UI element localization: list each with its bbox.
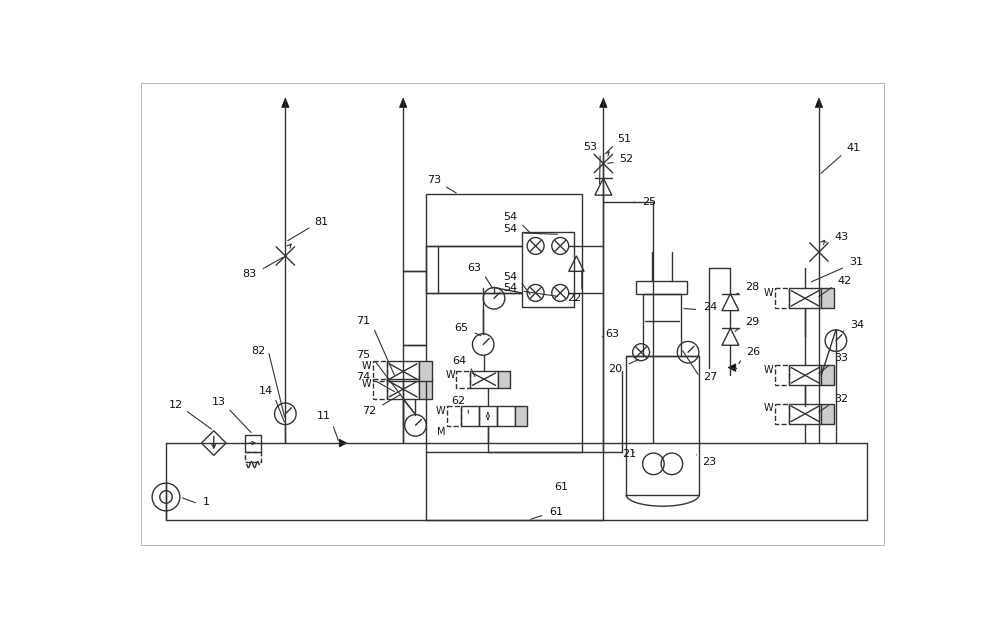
Text: 82: 82: [251, 346, 266, 356]
Text: 72: 72: [362, 406, 376, 416]
Bar: [821, 404, 834, 424]
Bar: [245, 434, 261, 451]
Bar: [419, 379, 432, 399]
Text: 53: 53: [583, 142, 597, 152]
Text: 22: 22: [567, 292, 581, 302]
Bar: [515, 406, 527, 426]
Text: 75: 75: [356, 349, 370, 359]
Text: 64: 64: [452, 356, 466, 366]
Polygon shape: [815, 98, 823, 107]
Text: 54: 54: [503, 272, 517, 282]
Bar: [470, 371, 498, 388]
Text: 42: 42: [837, 276, 851, 286]
Bar: [373, 379, 387, 399]
Text: 29: 29: [746, 317, 760, 327]
Text: 34: 34: [850, 320, 865, 330]
Text: 61: 61: [554, 482, 568, 492]
Text: 20: 20: [608, 364, 622, 374]
Bar: [426, 194, 582, 452]
Bar: [789, 288, 821, 308]
Text: 14: 14: [259, 386, 273, 396]
Text: 54: 54: [503, 213, 517, 222]
Text: 73: 73: [427, 175, 441, 185]
Bar: [789, 365, 821, 385]
Bar: [497, 406, 515, 426]
Text: 62: 62: [451, 396, 465, 406]
Text: 28: 28: [746, 282, 760, 292]
Polygon shape: [339, 439, 347, 447]
Text: W: W: [445, 370, 455, 380]
Bar: [387, 361, 419, 381]
Bar: [387, 379, 419, 399]
Text: 41: 41: [847, 143, 861, 153]
Bar: [245, 451, 261, 461]
Bar: [775, 288, 789, 308]
Bar: [821, 365, 834, 385]
Text: 54: 54: [503, 283, 517, 293]
Text: W: W: [436, 406, 446, 416]
Text: 63: 63: [467, 263, 481, 273]
Text: W: W: [362, 379, 372, 389]
Text: 74: 74: [356, 372, 370, 382]
Text: W: W: [764, 403, 774, 413]
Bar: [821, 288, 834, 308]
Bar: [447, 406, 461, 426]
Bar: [636, 281, 687, 294]
Text: 25: 25: [642, 197, 656, 207]
Bar: [456, 371, 470, 388]
Text: 11: 11: [317, 411, 331, 421]
Polygon shape: [600, 98, 607, 107]
Bar: [775, 404, 789, 424]
Text: 54: 54: [503, 224, 517, 234]
Text: 51: 51: [617, 134, 631, 144]
Text: 71: 71: [356, 316, 370, 326]
Text: M: M: [437, 426, 445, 436]
Text: 12: 12: [169, 399, 183, 409]
Text: 31: 31: [849, 257, 863, 267]
Polygon shape: [282, 98, 289, 107]
Text: 13: 13: [211, 398, 225, 408]
Polygon shape: [399, 98, 407, 107]
Bar: [643, 294, 681, 356]
Text: 32: 32: [834, 394, 848, 404]
Text: 21: 21: [622, 449, 636, 459]
Text: 24: 24: [703, 302, 718, 312]
Text: 63: 63: [606, 329, 620, 339]
Text: W: W: [764, 288, 774, 298]
Text: 27: 27: [703, 372, 718, 382]
Bar: [626, 356, 699, 494]
Text: 23: 23: [703, 456, 717, 466]
Bar: [479, 406, 497, 426]
Bar: [373, 361, 387, 381]
Bar: [522, 232, 574, 307]
Text: 65: 65: [454, 322, 468, 332]
Text: 1: 1: [203, 498, 210, 508]
Text: 52: 52: [619, 154, 634, 164]
Text: 33: 33: [834, 353, 848, 363]
Bar: [789, 404, 821, 424]
Text: 61: 61: [549, 508, 563, 518]
Bar: [419, 361, 432, 381]
Text: 83: 83: [242, 269, 256, 279]
Text: 43: 43: [834, 232, 848, 242]
Text: 81: 81: [314, 217, 329, 227]
Bar: [498, 371, 510, 388]
Polygon shape: [728, 364, 736, 371]
Bar: [461, 406, 479, 426]
Text: W: W: [362, 361, 372, 371]
Text: 26: 26: [746, 348, 760, 358]
Bar: [775, 365, 789, 385]
Text: W: W: [764, 365, 774, 375]
